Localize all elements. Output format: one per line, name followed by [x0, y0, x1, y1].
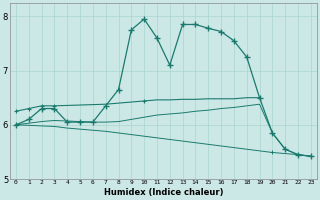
- X-axis label: Humidex (Indice chaleur): Humidex (Indice chaleur): [104, 188, 223, 197]
